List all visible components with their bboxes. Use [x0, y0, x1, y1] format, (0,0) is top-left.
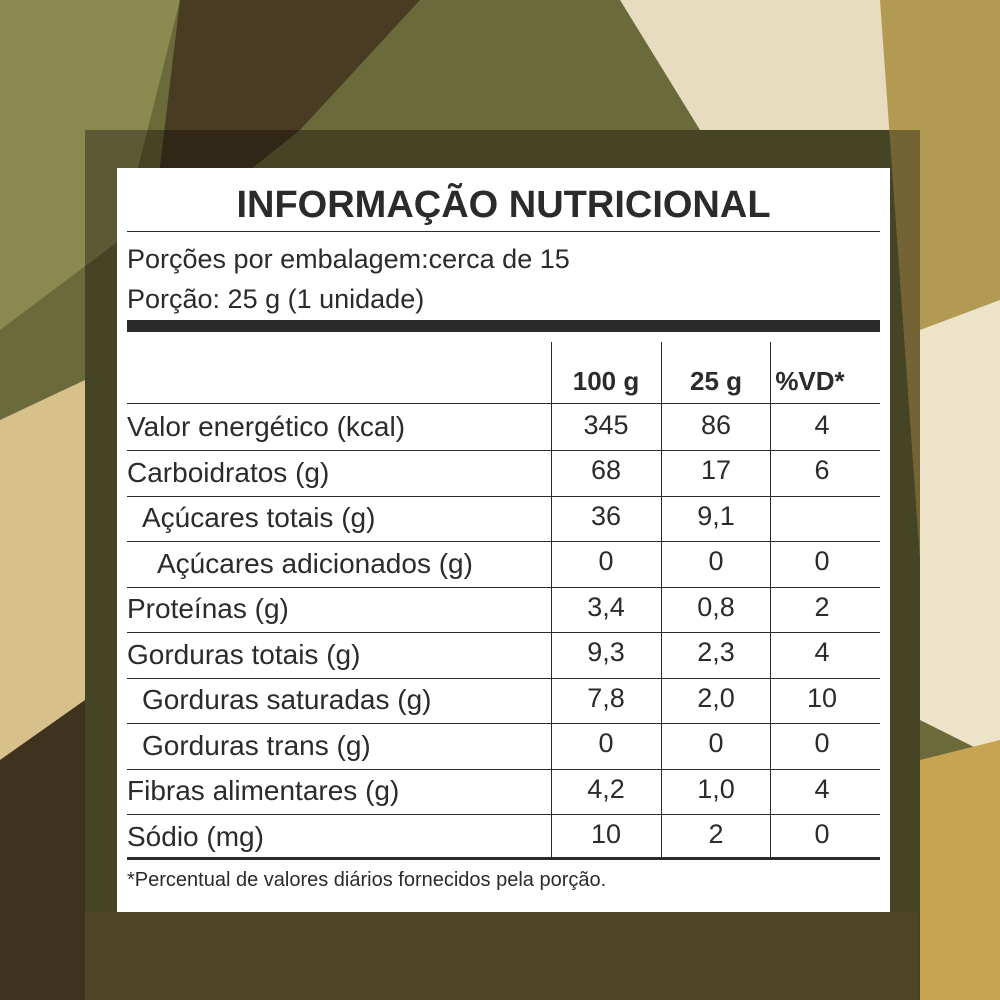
cell: 17 [700, 455, 732, 486]
row-label: Sódio (mg) [127, 820, 264, 852]
row-label: Carboidratos (g) [127, 456, 330, 488]
row-rule [127, 632, 880, 633]
title: INFORMAÇÃO NUTRICIONAL [236, 184, 771, 227]
row-label: Gorduras saturadas (g) [142, 684, 432, 716]
cell: 36 [590, 500, 622, 531]
column-rule [551, 342, 552, 858]
thick-rule [127, 320, 880, 332]
cell: 2,0 [697, 682, 735, 713]
cell: 0 [598, 546, 614, 577]
column-header: %VD* [775, 366, 845, 397]
cell: 9,1 [697, 500, 735, 531]
row-label: Açúcares totais (g) [142, 502, 376, 534]
row-rule [127, 768, 880, 770]
cell: 6 [814, 455, 830, 486]
portion: Porção: 25 g (1 unidade) [127, 283, 425, 314]
cell: 0 [598, 728, 614, 759]
cell: 0 [814, 546, 830, 577]
cell: 68 [590, 455, 622, 486]
cell: 0 [708, 728, 724, 759]
row-label: Proteínas (g) [127, 593, 289, 625]
cell: 4,2 [587, 773, 625, 804]
cell: 86 [700, 409, 732, 440]
row-label: Gorduras totais (g) [127, 638, 361, 670]
row-rule [127, 677, 880, 679]
row-rule [127, 586, 880, 588]
row-rule [127, 723, 880, 724]
cell: 3,4 [587, 591, 625, 622]
servings: Porções por embalagem:cerca de 15 [127, 243, 570, 274]
row-label: Gorduras trans (g) [142, 729, 371, 761]
thick-rule [127, 857, 880, 860]
row-rule [127, 403, 880, 404]
column-rule [661, 342, 662, 858]
cell: 7,8 [587, 682, 625, 713]
cell: 10 [590, 819, 622, 850]
column-header: 25 g [689, 366, 743, 397]
cell: 0 [814, 819, 830, 850]
row-rule [127, 814, 880, 815]
row-label: Valor energético (kcal) [127, 411, 406, 443]
cell: 4 [814, 409, 830, 440]
row-rule [127, 541, 880, 542]
cell: 4 [814, 637, 830, 668]
cell: 4 [814, 773, 830, 804]
cell: 1,0 [697, 773, 735, 804]
cell: 2 [814, 591, 830, 622]
cell: 345 [583, 409, 629, 440]
column-header: 100 g [572, 366, 640, 397]
row-label: Açúcares adicionados (g) [157, 547, 473, 579]
cell: 0 [814, 728, 830, 759]
rule [127, 231, 880, 232]
cell: 0,8 [697, 591, 735, 622]
cell: 0 [708, 546, 724, 577]
cell: 2,3 [697, 637, 735, 668]
cell: 2 [708, 819, 724, 850]
footnote: *Percentual de valores diários fornecido… [127, 869, 607, 891]
row-label: Fibras alimentares (g) [127, 775, 400, 807]
row-rule [127, 495, 880, 497]
column-rule [770, 342, 771, 858]
cell: 10 [806, 682, 838, 713]
row-rule [127, 450, 880, 451]
cell: 9,3 [587, 637, 625, 668]
